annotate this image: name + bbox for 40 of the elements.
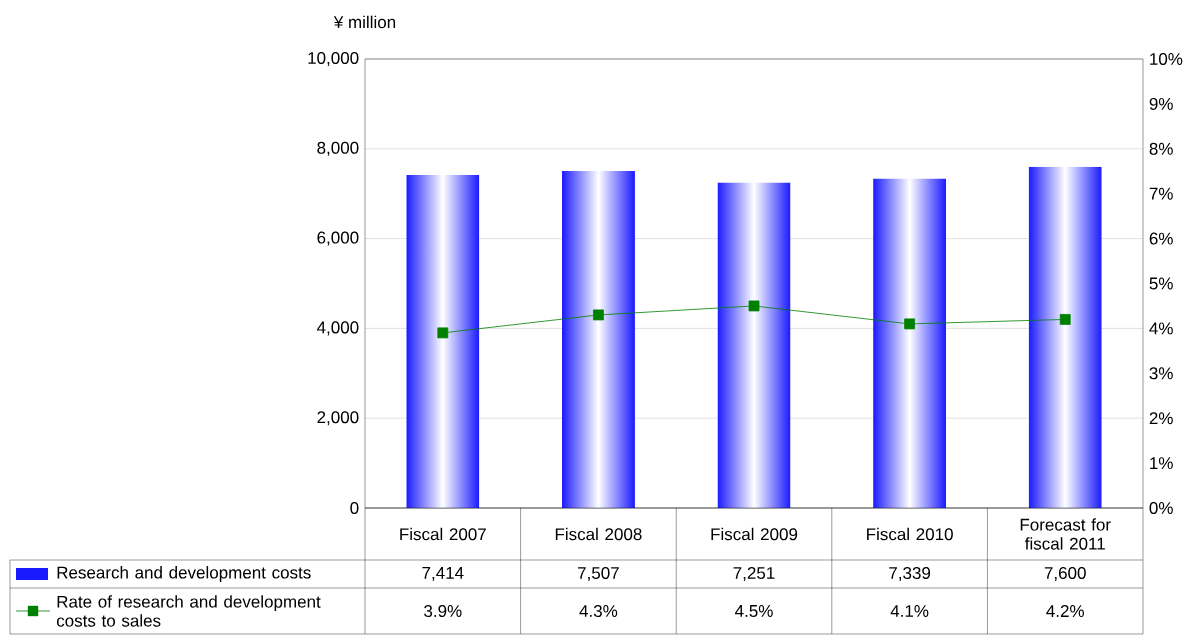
y-axis-title: ¥ million	[333, 15, 396, 29]
y-tick-label: 4,000	[316, 321, 359, 336]
y2-tick-label: 6%	[1149, 232, 1173, 245]
x-tick-label: Fiscal 2010	[867, 527, 953, 541]
y-tick-label: 6,000	[317, 231, 359, 246]
x-tick-label: Fiscal 2007	[400, 527, 486, 541]
point	[593, 309, 604, 321]
data-label: 3.9%	[424, 604, 462, 618]
x-tick-label: Fiscal 2009	[711, 527, 798, 541]
legend-label: Research and development costs	[57, 566, 311, 582]
data-label: 4.3%	[579, 604, 618, 618]
x-tick-label: Forecast for fiscal 2011	[1020, 518, 1111, 550]
point	[748, 300, 760, 312]
data-label: 4.2%	[1046, 605, 1084, 617]
data-label: 7,339	[889, 566, 931, 582]
y2-tick-label: 8%	[1149, 142, 1173, 155]
x-tick-label: Fiscal 2008	[555, 527, 642, 541]
point	[1059, 314, 1071, 325]
y2-tick-label: 10%	[1150, 52, 1183, 66]
point	[904, 318, 916, 330]
y2-tick-label: 0%	[1149, 501, 1173, 515]
point	[437, 327, 449, 339]
data-label: 4.5%	[735, 605, 773, 617]
y2-tick-label: 2%	[1149, 412, 1173, 425]
y2-tick-label: 1%	[1150, 457, 1173, 470]
y2-tick-label: 9%	[1149, 97, 1173, 110]
data-label: 7,251	[733, 566, 775, 582]
y2-tick-label: 4%	[1149, 322, 1173, 335]
legend-label: Rate of research and development costs to sales	[56, 595, 321, 627]
y2-tick-label: 3%	[1149, 367, 1173, 380]
y2-tick-label: 7%	[1149, 187, 1173, 200]
y-tick-label: 8,000	[317, 141, 359, 156]
y2-tick-label: 5%	[1149, 277, 1173, 290]
data-label: 4.1%	[890, 605, 929, 617]
data-label: 7,600	[1044, 566, 1086, 582]
y-tick-label: 2,000	[317, 411, 359, 426]
y-tick-label: 10,000	[308, 51, 359, 67]
data-label: 7,507	[578, 566, 619, 582]
data-label: 7,414	[422, 567, 464, 581]
y-tick-label: 0	[350, 501, 359, 515]
